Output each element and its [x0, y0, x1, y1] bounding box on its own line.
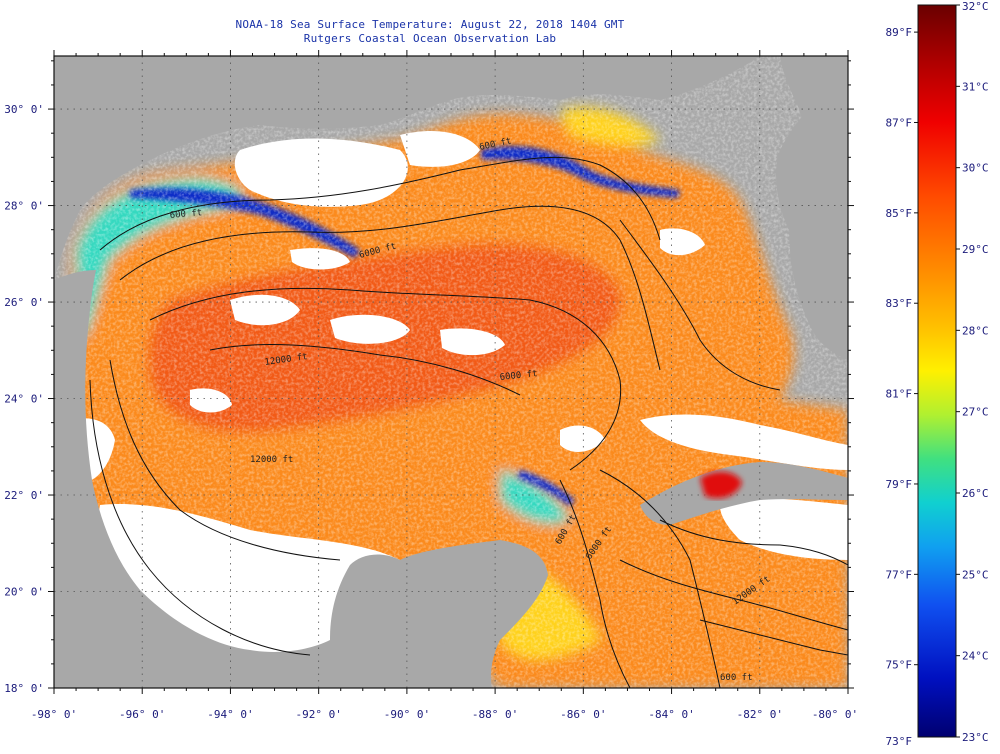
celsius-label: 27°C — [962, 406, 989, 419]
fahrenheit-label: 77°F — [886, 568, 913, 581]
longitude-label: -94° 0' — [207, 708, 253, 721]
map-title: NOAA-18 Sea Surface Temperature: August … — [235, 18, 625, 31]
celsius-label: 26°C — [962, 487, 989, 500]
latitude-label: 28° 0' — [4, 200, 44, 213]
longitude-label: -96° 0' — [119, 708, 165, 721]
longitude-label: -86° 0' — [560, 708, 606, 721]
longitude-label: -88° 0' — [472, 708, 518, 721]
graticule-lines — [54, 56, 848, 688]
fahrenheit-label: 75°F — [886, 659, 913, 672]
fahrenheit-scale: 89°F 87°F 85°F 83°F 81°F 79°F 77°F 75°F 73°F — [886, 26, 918, 748]
latitude-label: 18° 0' — [4, 682, 44, 695]
map-axes: 30° 0' 28° 0' 26° 0' 24° 0' 22° 0' 20° 0' 18° … — [4, 50, 858, 721]
fahrenheit-label: 85°F — [886, 207, 913, 220]
fahrenheit-label: 89°F — [886, 26, 913, 39]
celsius-label: 31°C — [962, 80, 989, 93]
colorbar-gradient — [917, 4, 957, 738]
celsius-scale: 32°C 31°C 30°C 29°C 28°C 27°C 26°C 25°C 24°C 23°C — [956, 0, 989, 744]
longitude-label: -90° 0' — [384, 708, 430, 721]
longitude-label: -80° 0' — [812, 708, 858, 721]
contour-label: 600 ft — [169, 208, 202, 221]
fahrenheit-label: 73°F — [886, 735, 913, 748]
fahrenheit-label: 87°F — [886, 116, 913, 129]
coastline-land — [54, 56, 848, 688]
hot-spot-patch — [700, 471, 742, 499]
latitude-label: 30° 0' — [4, 103, 44, 116]
celsius-label: 29°C — [962, 243, 989, 256]
celsius-label: 28°C — [962, 324, 989, 337]
celsius-label: 23°C — [962, 731, 989, 744]
longitude-label: -84° 0' — [648, 708, 694, 721]
latitude-label: 22° 0' — [4, 489, 44, 502]
celsius-label: 30°C — [962, 162, 989, 175]
contour-label: 12000 ft — [250, 455, 293, 465]
celsius-label: 25°C — [962, 568, 989, 581]
latitude-label: 24° 0' — [4, 393, 44, 406]
map-subtitle: Rutgers Coastal Ocean Observation Lab — [303, 32, 557, 45]
longitude-label: -98° 0' — [31, 708, 77, 721]
longitude-label: -82° 0' — [737, 708, 783, 721]
fahrenheit-label: 81°F — [886, 388, 913, 401]
longitude-label: -92° 0' — [295, 708, 341, 721]
contour-label: 6000 ft — [499, 369, 538, 383]
fahrenheit-label: 79°F — [886, 478, 913, 491]
celsius-label: 32°C — [962, 0, 989, 13]
celsius-label: 24°C — [962, 650, 989, 663]
fahrenheit-label: 83°F — [886, 297, 913, 310]
contour-label: 600 ft — [720, 673, 753, 683]
bathymetry-contours — [89, 156, 848, 688]
latitude-label: 20° 0' — [4, 586, 44, 599]
latitude-label: 26° 0' — [4, 296, 44, 309]
